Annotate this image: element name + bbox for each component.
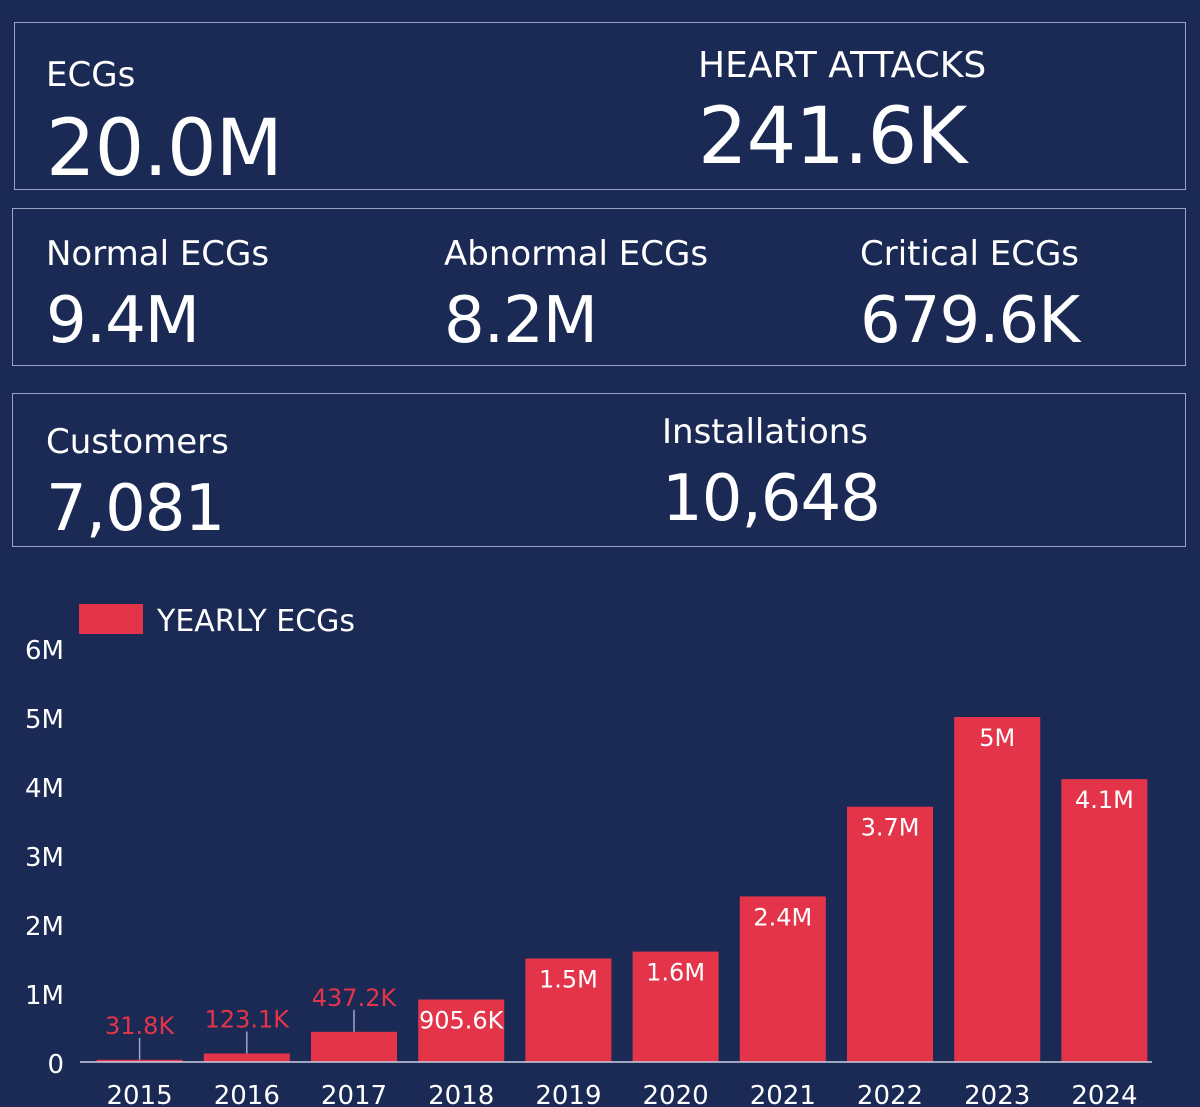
kpi-abnormal-ecgs-label: Abnormal ECGs [444,234,709,274]
y-tick-label: 4M [25,774,64,804]
y-tick-label: 0 [47,1050,64,1080]
kpi-panel-totals [14,22,1186,190]
x-tick-label: 2022 [857,1081,923,1107]
x-tick-label: 2016 [214,1081,280,1107]
kpi-installations-label: Installations [662,412,869,452]
x-tick-label: 2015 [107,1081,173,1107]
kpi-customers-value: 7,081 [46,472,225,546]
x-tick-label: 2024 [1071,1081,1137,1107]
y-tick-label: 1M [25,981,64,1011]
y-tick-label: 6M [25,636,64,666]
bar-value-label: 1.6M [646,959,705,987]
kpi-critical-ecgs: Critical ECGs 679.6K [860,234,1080,358]
kpi-critical-ecgs-label: Critical ECGs [860,234,1080,274]
bar [203,1053,290,1062]
kpi-heart-attacks-value: 241.6K [698,92,967,182]
x-tick-label: 2019 [535,1081,601,1107]
x-tick-label: 2021 [750,1081,816,1107]
kpi-customers: Customers 7,081 [46,425,229,541]
bar [311,1031,397,1062]
kpi-abnormal-ecgs-value: 8.2M [444,284,598,358]
bar-value-label: 1.5M [539,966,598,994]
kpi-normal-ecgs: Normal ECGs 9.4M [46,237,269,353]
bar [525,958,612,1062]
bar-value-label: 31.8K [105,1012,175,1040]
x-tick-label: 2020 [643,1081,709,1107]
bar-value-label: 2.4M [753,903,812,931]
kpi-critical-ecgs-value: 679.6K [860,284,1080,358]
bar-value-label: 4.1M [1075,786,1134,814]
bar-value-label: 123.1K [205,1006,291,1034]
kpi-installations: Installations 10,648 [662,412,881,536]
kpi-ecgs: ECGs 20.0M [46,55,283,194]
kpi-normal-ecgs-value: 9.4M [46,284,200,358]
bar [954,717,1041,1062]
bar [632,951,719,1062]
bar-value-label: 437.2K [312,984,398,1012]
kpi-normal-ecgs-label: Normal ECGs [46,234,270,274]
bar [1061,779,1148,1062]
y-tick-label: 5M [25,705,64,735]
y-tick-label: 2M [25,912,64,942]
kpi-heart-attacks: HEART ATTACKS 241.6K [698,45,987,182]
bar [418,999,505,1062]
kpi-panel-ecg-types [12,208,1186,366]
kpi-heart-attacks-label: HEART ATTACKS [698,45,987,86]
kpi-abnormal-ecgs: Abnormal ECGs 8.2M [444,237,708,353]
bar [847,806,933,1062]
y-tick-label: 3M [25,843,64,873]
bar-value-label: 3.7M [861,814,920,842]
legend-swatch [79,604,143,634]
kpi-installations-value: 10,648 [662,462,881,536]
bar [96,1059,183,1062]
bar-value-label: 905.6K [419,1007,505,1035]
yearly-ecgs-bar-chart: YEARLY ECGs 0 1M 2M 3M 4M 5M 6M 31.8K 2015 123.1K 2… [25,604,1152,1107]
kpi-ecgs-label: ECGs [46,55,136,95]
kpi-panel-customers [12,393,1186,547]
x-tick-label: 2017 [321,1081,387,1107]
kpi-customers-label: Customers [46,422,229,462]
legend-label: YEARLY ECGs [156,604,355,639]
bar-value-label: 5M [979,724,1015,752]
x-tick-label: 2023 [964,1081,1030,1107]
bar [739,896,826,1062]
x-tick-label: 2018 [428,1081,494,1107]
kpi-ecgs-value: 20.0M [46,104,283,194]
